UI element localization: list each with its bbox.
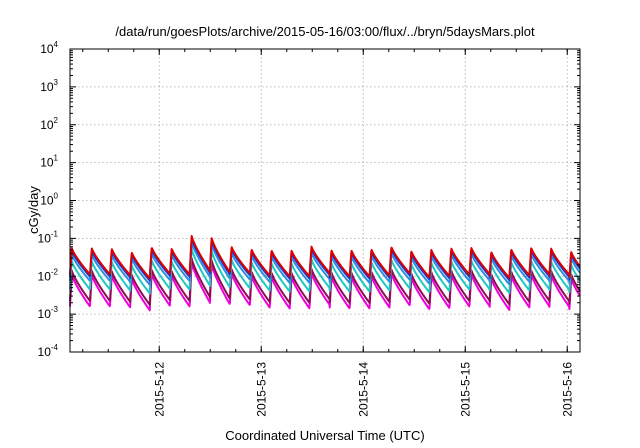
- y-tick-exponent: -4: [51, 343, 59, 352]
- y-tick-exponent: 1: [54, 154, 59, 163]
- y-axis-label: cGy/day: [26, 186, 41, 234]
- series-line: [69, 257, 581, 306]
- series-line: [69, 241, 581, 286]
- y-tick-label: 10-4: [38, 343, 59, 359]
- y-tick-label: 10-3: [38, 305, 59, 321]
- series-line: [69, 247, 581, 295]
- y-tick-label: 104: [40, 40, 58, 56]
- y-tick-exponent: -2: [51, 267, 59, 276]
- series-layer: [69, 235, 581, 312]
- series-line: [69, 237, 581, 282]
- x-tick-label: 2015-5-16: [560, 362, 574, 417]
- x-axis: 2015-5-12 2015-5-13 2015-5-14 2015-5-15 2015…: [82, 49, 574, 417]
- series-line: [69, 235, 581, 280]
- x-tick-label: 2015-5-14: [356, 362, 370, 417]
- x-tick-label: 2015-5-15: [458, 362, 472, 417]
- series-line: [69, 261, 581, 312]
- y-tick-exponent: -1: [51, 229, 59, 238]
- y-axis: 10-4 10-3 10-2 1 0 -1 100 101 102 103 104: [38, 40, 580, 359]
- y-tick-exponent: -3: [51, 305, 59, 314]
- x-axis-label: Coordinated Universal Time (UTC): [225, 428, 424, 443]
- x-tick-label: 2015-5-13: [254, 362, 268, 417]
- chart-title: /data/run/goesPlots/archive/2015-05-16/0…: [115, 24, 535, 39]
- y-tick-label: 103: [40, 78, 58, 94]
- y-tick-exponent: 4: [54, 40, 59, 49]
- grid: [70, 49, 580, 352]
- y-tick-exponent: 2: [54, 116, 59, 125]
- y-tick-label: 102: [40, 116, 58, 132]
- y-tick-exponent: 0: [54, 192, 59, 201]
- y-tick-label: 100: [40, 192, 58, 208]
- x-tick-label: 2015-5-12: [152, 362, 166, 417]
- y-tick-label: 10-2: [38, 267, 59, 283]
- y-tick-exponent: 3: [54, 78, 59, 87]
- y-tick-label: 101: [40, 154, 58, 170]
